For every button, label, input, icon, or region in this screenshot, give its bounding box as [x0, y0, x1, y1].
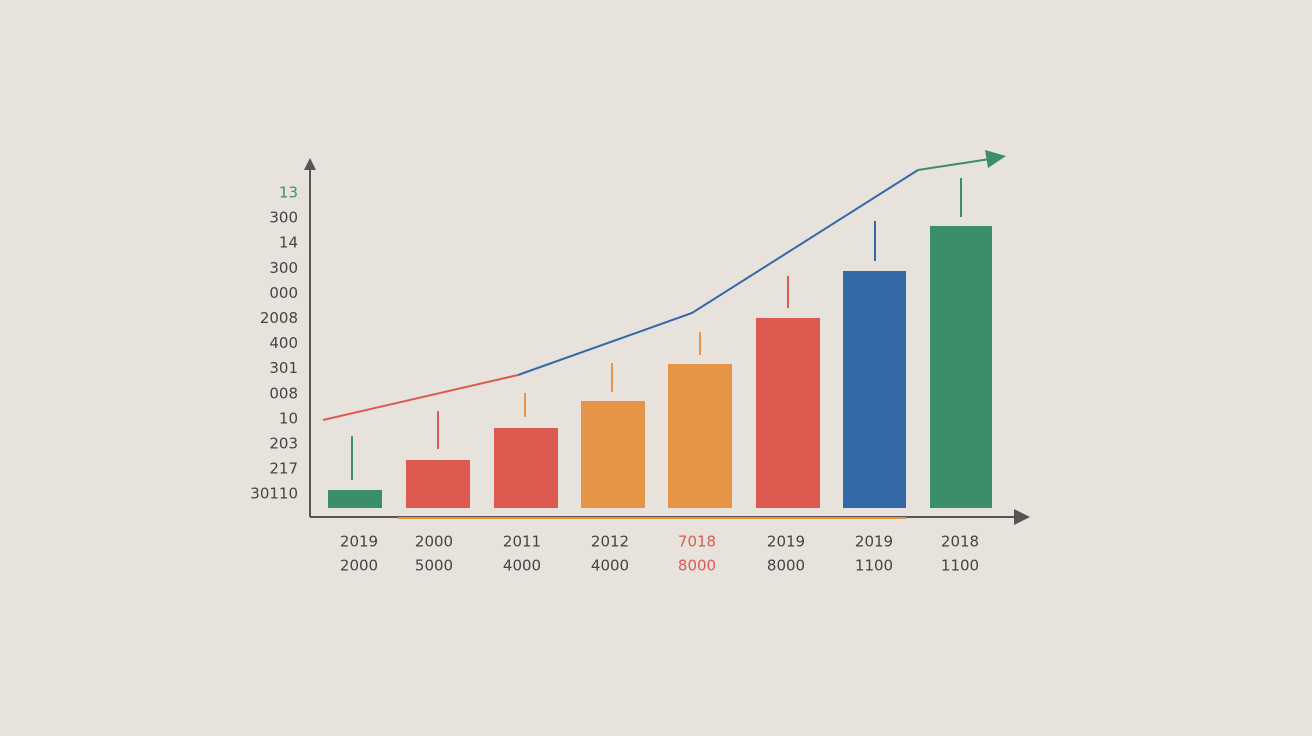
x-axis-label: 2019 [855, 533, 893, 551]
y-axis-label: 2008 [260, 309, 298, 327]
x-axis-label: 1100 [855, 557, 893, 575]
trend-line [322, 374, 519, 421]
x-axis-label: 8000 [678, 557, 716, 575]
y-axis-label: 400 [269, 334, 298, 352]
bar [930, 226, 992, 508]
x-axis-label: 2019 [767, 533, 805, 551]
y-axis-arrow [304, 158, 316, 170]
trend-line [917, 158, 991, 171]
bar-ticks [351, 178, 962, 480]
y-axis-label: 203 [269, 435, 298, 453]
y-axis-label: 008 [269, 384, 298, 402]
y-axis-label: 217 [269, 460, 298, 478]
x-axis-label: 2000 [415, 533, 453, 551]
y-axis-label: 300 [269, 209, 298, 227]
bar [843, 271, 906, 508]
x-axis-label: 4000 [591, 557, 629, 575]
y-axis-label: 000 [269, 284, 298, 302]
bar [328, 490, 382, 508]
x-axis-label: 2012 [591, 533, 629, 551]
x-axis-arrow [1014, 509, 1030, 525]
bars [328, 226, 992, 508]
x-axis-label: 5000 [415, 557, 453, 575]
y-axis-label: 300 [269, 259, 298, 277]
y-axis-label: 30110 [250, 485, 298, 503]
y-axis-label: 10 [279, 409, 298, 427]
x-axis-label: 4000 [503, 557, 541, 575]
x-axis-label: 2018 [941, 533, 979, 551]
x-axis-label: 8000 [767, 557, 805, 575]
x-axis-label: 1100 [941, 557, 979, 575]
labels: 13 300 14 300 000 2008 400 301 008 10 203 217 30110 2… [250, 184, 979, 575]
x-axis-label: 2019 [340, 533, 378, 551]
bar [406, 460, 470, 508]
trend-arrow [985, 150, 1006, 168]
x-axis-label: 2000 [340, 557, 378, 575]
bar [581, 401, 645, 508]
x-axis-label: 7018 [678, 533, 716, 551]
y-axis-label: 14 [279, 234, 298, 252]
y-axis-label: 301 [269, 359, 298, 377]
bar [494, 428, 558, 508]
x-axis-label: 2011 [503, 533, 541, 551]
trend-line [517, 169, 919, 376]
bar [668, 364, 732, 508]
y-axis-label: 13 [279, 184, 298, 202]
bar [756, 318, 820, 508]
